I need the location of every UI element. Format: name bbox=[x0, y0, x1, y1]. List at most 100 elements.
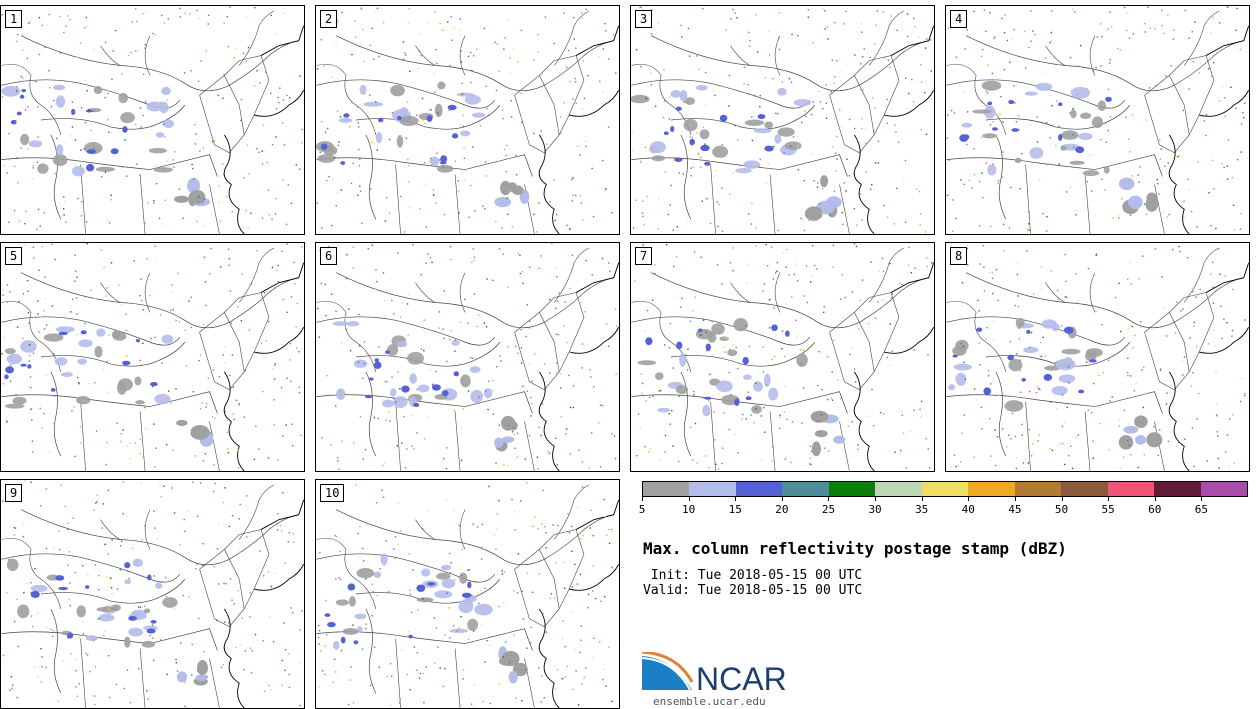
echo-speckle bbox=[432, 384, 434, 387]
echo-speckle bbox=[666, 132, 669, 135]
echo-speckle bbox=[721, 144, 724, 146]
echo-core bbox=[353, 640, 359, 645]
echo-speckle bbox=[803, 180, 805, 182]
echo-speckle bbox=[1203, 120, 1205, 122]
echo-speckle bbox=[908, 92, 910, 95]
echo-speckle bbox=[235, 399, 238, 402]
echo-speckle bbox=[1233, 229, 1236, 231]
echo-speckle bbox=[450, 562, 452, 564]
echo-speckle bbox=[408, 206, 411, 209]
echo-speckle bbox=[579, 651, 581, 654]
echo-cell bbox=[135, 400, 145, 405]
echo-speckle bbox=[811, 153, 814, 155]
echo-speckle bbox=[772, 77, 774, 80]
echo-cell bbox=[390, 84, 405, 97]
echo-speckle bbox=[796, 280, 799, 282]
echo-speckle bbox=[749, 39, 751, 42]
echo-speckle bbox=[243, 416, 246, 418]
echo-speckle bbox=[874, 317, 877, 319]
echo-speckle bbox=[24, 480, 26, 482]
echo-speckle bbox=[32, 178, 34, 180]
echo-speckle bbox=[947, 27, 950, 30]
echo-speckle bbox=[817, 182, 819, 184]
echo-speckle bbox=[905, 467, 908, 469]
echo-speckle bbox=[144, 222, 146, 224]
echo-speckle bbox=[114, 29, 117, 32]
echo-speckle bbox=[574, 77, 577, 80]
echo-speckle bbox=[830, 91, 832, 93]
echo-speckle bbox=[54, 630, 56, 632]
echo-speckle bbox=[106, 576, 108, 579]
echo-speckle bbox=[30, 615, 33, 617]
echo-speckle bbox=[672, 367, 674, 369]
echo-speckle bbox=[797, 169, 800, 171]
echo-speckle bbox=[549, 597, 551, 600]
echo-speckle bbox=[696, 55, 698, 57]
echo-speckle bbox=[1207, 343, 1210, 345]
echo-speckle bbox=[1092, 440, 1094, 442]
echo-speckle bbox=[481, 523, 483, 526]
echo-speckle bbox=[470, 703, 473, 705]
echo-speckle bbox=[218, 375, 221, 378]
echo-speckle bbox=[717, 468, 720, 470]
echo-speckle bbox=[284, 562, 287, 564]
echo-speckle bbox=[98, 589, 100, 591]
echo-speckle bbox=[754, 227, 757, 229]
echo-speckle bbox=[1242, 111, 1244, 114]
echo-core bbox=[27, 364, 32, 369]
echo-speckle bbox=[6, 420, 8, 423]
echo-speckle bbox=[736, 17, 738, 19]
echo-speckle bbox=[300, 434, 302, 437]
echo-speckle bbox=[352, 624, 354, 626]
echo-speckle bbox=[32, 167, 34, 169]
echo-speckle bbox=[461, 172, 463, 174]
echo-speckle bbox=[282, 99, 284, 101]
echo-speckle bbox=[474, 166, 476, 168]
echo-speckle bbox=[554, 219, 556, 222]
echo-speckle bbox=[790, 461, 792, 464]
echo-speckle bbox=[399, 195, 402, 198]
echo-speckle bbox=[409, 689, 411, 691]
echo-speckle bbox=[69, 604, 71, 607]
echo-speckle bbox=[990, 455, 992, 457]
echo-speckle bbox=[175, 388, 177, 390]
echo-speckle bbox=[581, 343, 584, 345]
echo-speckle bbox=[369, 44, 372, 46]
echo-core bbox=[343, 113, 350, 118]
member-number-label: 10 bbox=[320, 484, 345, 502]
echo-speckle bbox=[277, 513, 279, 515]
echo-cell bbox=[4, 348, 16, 355]
echo-speckle bbox=[1155, 85, 1157, 87]
echo-speckle bbox=[833, 82, 836, 84]
echo-speckle bbox=[69, 582, 71, 584]
echo-speckle bbox=[420, 348, 423, 350]
echo-speckle bbox=[583, 97, 586, 100]
echo-core bbox=[426, 582, 436, 586]
echo-speckle bbox=[748, 213, 750, 215]
echo-speckle bbox=[1039, 341, 1042, 344]
echo-speckle bbox=[176, 670, 179, 672]
echo-speckle bbox=[1013, 85, 1015, 87]
echo-cell bbox=[702, 404, 711, 417]
echo-speckle bbox=[1101, 324, 1103, 326]
echo-speckle bbox=[1010, 186, 1012, 189]
echo-speckle bbox=[8, 558, 10, 561]
echo-speckle bbox=[520, 362, 523, 364]
colorbar-segment bbox=[1061, 482, 1108, 496]
reflectivity-map bbox=[631, 6, 934, 234]
echo-speckle bbox=[154, 245, 156, 248]
echo-speckle bbox=[528, 435, 531, 437]
echo-speckle bbox=[463, 298, 466, 301]
echo-speckle bbox=[778, 48, 781, 51]
echo-speckle bbox=[298, 386, 301, 388]
echo-speckle bbox=[1058, 64, 1060, 66]
echo-speckle bbox=[585, 8, 587, 10]
echo-core bbox=[952, 354, 958, 358]
echo-speckle bbox=[978, 225, 981, 227]
echo-cell bbox=[814, 430, 828, 438]
echo-cell bbox=[132, 558, 143, 567]
echo-cell bbox=[649, 145, 657, 154]
echo-speckle bbox=[458, 524, 460, 527]
echo-speckle bbox=[668, 118, 671, 120]
member-panel: 9 bbox=[0, 479, 305, 709]
